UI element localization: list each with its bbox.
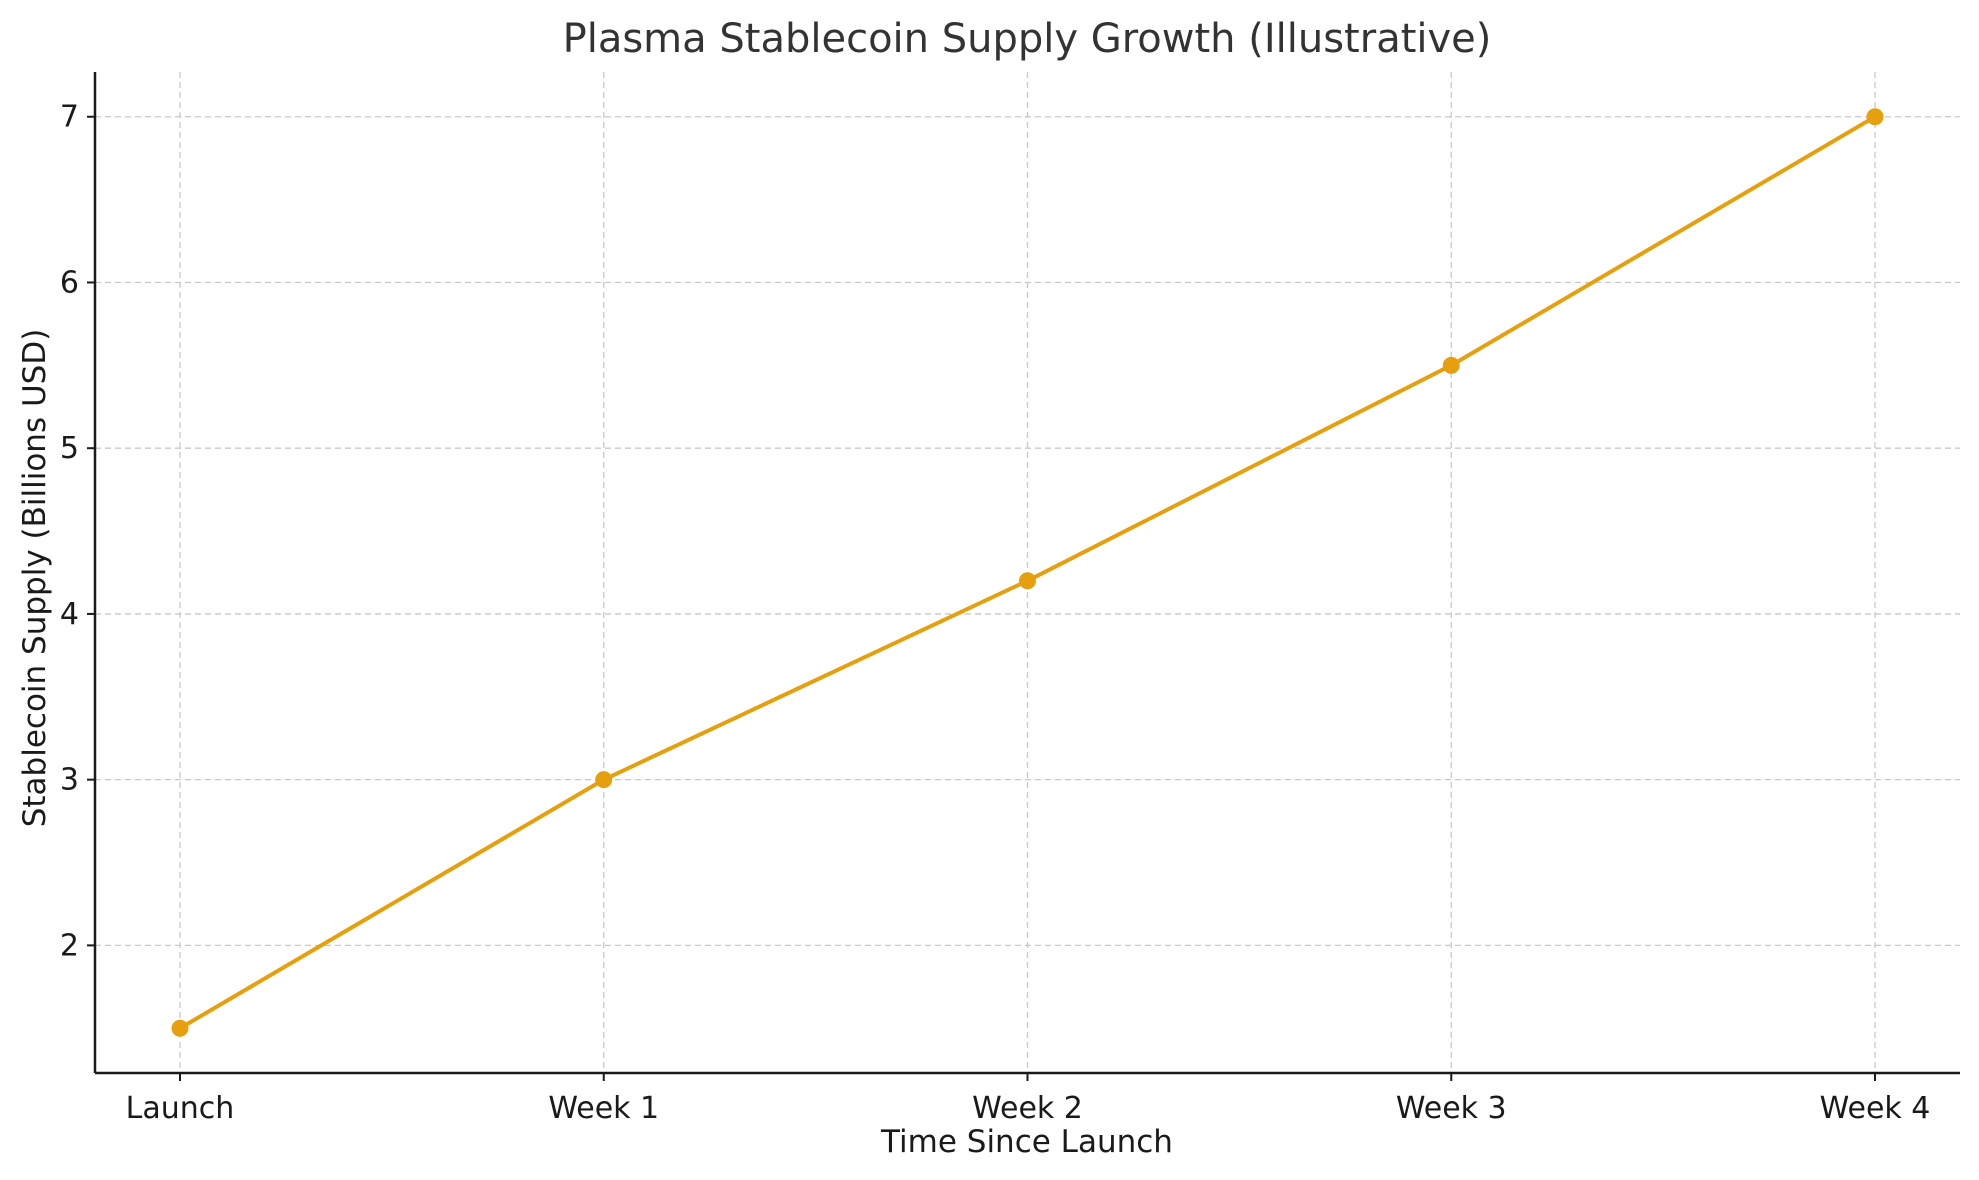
data-point (595, 771, 613, 789)
y-tick-label: 4 (60, 597, 79, 632)
y-tick-label: 6 (60, 265, 79, 300)
y-tick-label: 7 (60, 100, 79, 135)
chart-title: Plasma Stablecoin Supply Growth (Illustr… (563, 16, 1492, 62)
series-layer (171, 108, 1884, 1037)
x-tick-label: Week 3 (1396, 1091, 1507, 1126)
data-point (1019, 572, 1036, 590)
data-point (1442, 356, 1460, 374)
grid-layer (95, 72, 1960, 1073)
x-tick-label: Week 1 (548, 1091, 659, 1126)
y-tick-label: 3 (60, 763, 79, 798)
y-axis-label: Stablecoin Supply (Billions USD) (17, 329, 53, 828)
x-axis-label: Time Since Launch (880, 1124, 1173, 1160)
tick-layer: Launch Week 1 Week 2 Week 3 Week 4 2 3 4 5 6 7 (60, 100, 1931, 1126)
x-tick-label: Launch (126, 1091, 235, 1126)
x-tick-label: Week 4 (1820, 1091, 1931, 1126)
y-tick-label: 5 (60, 431, 79, 466)
data-point (1866, 108, 1884, 126)
y-tick-label: 2 (60, 928, 79, 963)
data-point (171, 1019, 189, 1037)
x-tick-label: Week 2 (972, 1091, 1083, 1126)
